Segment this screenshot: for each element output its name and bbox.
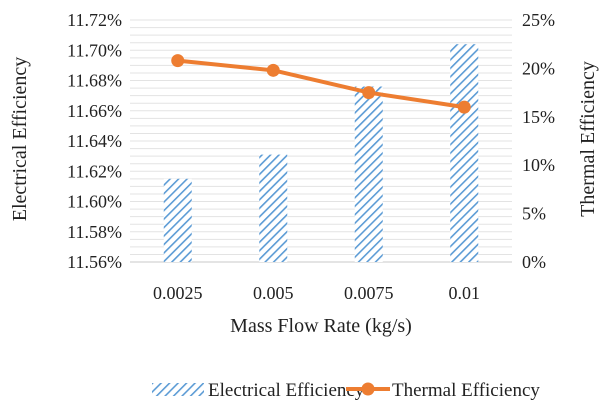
y-left-tick-label: 11.62% [67,161,122,181]
legend-swatch-electrical [152,383,204,396]
y-left-tick-label: 11.56% [67,252,122,272]
y-right-tick-label: 5% [522,204,546,224]
thermal-efficiency-point [266,63,280,77]
y-right-tick-label: 25% [522,10,555,30]
bar-series [163,44,479,263]
x-axis-title: Mass Flow Rate (kg/s) [230,315,412,337]
legend: Electrical Efficiency Thermal Efficiency [152,380,540,401]
y-right-tick-label: 10% [522,155,555,175]
legend-label-electrical: Electrical Efficiency [208,380,365,401]
bar-electrical-efficiency [354,86,383,262]
x-tick-label: 0.01 [449,283,481,303]
y-right-axis-title: Thermal Efficiency [577,61,599,217]
left-axis-ticks: 11.56% 11.58% 11.60% 11.62% 11.64% 11.66% 11.6… [67,10,122,272]
thermal-efficiency-point [362,86,376,100]
thermal-efficiency-line [177,58,465,110]
x-tick-label: 0.005 [253,283,294,303]
y-left-tick-label: 11.68% [67,71,122,91]
bar-electrical-efficiency [259,154,288,262]
x-axis-ticks: 0.0025 0.005 0.0075 0.01 [153,283,480,303]
y-left-tick-label: 11.72% [67,10,122,30]
legend-label-thermal: Thermal Efficiency [392,380,540,401]
y-right-tick-label: 15% [522,107,555,127]
y-left-tick-label: 11.66% [67,101,122,121]
thermal-efficiency-point [171,54,185,68]
x-tick-label: 0.0025 [153,283,203,303]
y-right-tick-label: 20% [522,58,555,78]
thermal-efficiency-point [457,100,471,114]
line-series [171,54,471,114]
y-left-tick-label: 11.58% [67,222,122,242]
y-left-tick-label: 11.70% [67,40,122,60]
y-left-tick-label: 11.60% [67,192,122,212]
legend-marker-thermal [361,382,375,396]
bar-electrical-efficiency [450,44,479,263]
y-left-axis-title: Electrical Efficiency [9,57,31,222]
y-right-tick-label: 0% [522,252,546,272]
right-axis-ticks: 0% 5% 10% 15% 20% 25% [522,10,555,272]
y-left-tick-label: 11.64% [67,131,122,151]
bar-electrical-efficiency [163,178,192,262]
x-tick-label: 0.0075 [344,283,394,303]
